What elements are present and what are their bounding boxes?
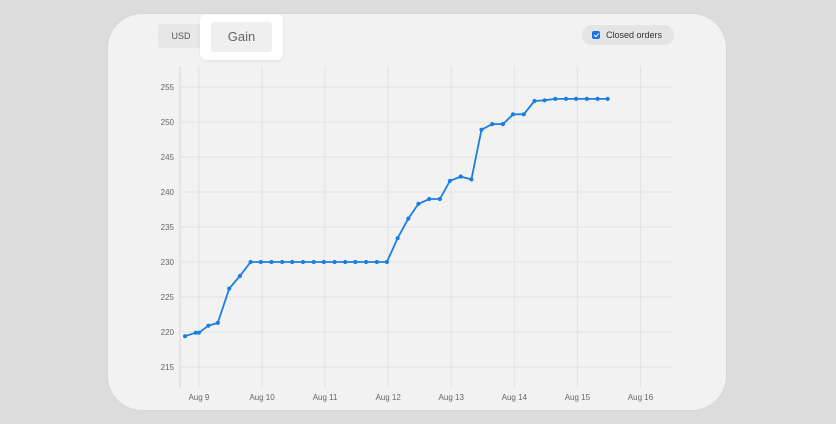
data-point[interactable] — [363, 259, 369, 265]
data-point[interactable] — [206, 323, 211, 328]
x-tick-label: Aug 12 — [375, 393, 401, 402]
y-tick-label: 235 — [161, 223, 175, 232]
tab-gain[interactable]: Gain — [211, 22, 272, 52]
data-point[interactable] — [182, 334, 188, 339]
tab-usd[interactable]: USD — [158, 24, 204, 48]
y-tick-label: 240 — [161, 188, 175, 197]
y-tick-label: 215 — [161, 363, 175, 372]
data-point[interactable] — [196, 330, 202, 335]
data-point[interactable] — [343, 259, 348, 265]
data-point[interactable] — [237, 273, 243, 279]
data-point[interactable] — [490, 122, 495, 127]
y-tick-label: 220 — [161, 328, 175, 337]
x-tick-label: Aug 15 — [565, 393, 591, 402]
data-point[interactable] — [605, 96, 610, 101]
data-point[interactable] — [269, 259, 274, 265]
x-tick-label: Aug 10 — [249, 393, 275, 402]
data-point[interactable] — [500, 122, 506, 127]
data-point[interactable] — [532, 98, 537, 104]
data-point[interactable] — [227, 286, 232, 291]
data-point[interactable] — [521, 112, 526, 117]
data-point[interactable] — [332, 259, 337, 265]
data-point[interactable] — [416, 201, 421, 206]
y-tick-label: 225 — [161, 293, 175, 302]
data-point[interactable] — [479, 127, 484, 132]
x-tick-label: Aug 16 — [628, 393, 654, 402]
data-point[interactable] — [300, 259, 306, 265]
data-point[interactable] — [542, 98, 547, 103]
x-tick-label: Aug 11 — [313, 393, 338, 402]
series-line — [184, 98, 608, 338]
y-tick-label: 255 — [161, 83, 175, 92]
x-tick-label: Aug 14 — [502, 393, 528, 402]
y-tick-label: 250 — [161, 118, 175, 127]
data-point[interactable] — [374, 259, 379, 265]
data-point[interactable] — [321, 259, 326, 265]
data-point[interactable] — [469, 177, 474, 182]
data-point[interactable] — [258, 259, 263, 265]
data-point[interactable] — [290, 259, 295, 265]
data-point[interactable] — [447, 178, 453, 183]
data-point[interactable] — [553, 96, 558, 101]
data-point[interactable] — [427, 196, 432, 202]
data-point[interactable] — [574, 96, 579, 101]
data-point[interactable] — [248, 259, 253, 265]
closed-orders-label: Closed orders — [606, 30, 663, 40]
data-point[interactable] — [437, 196, 442, 202]
chart-card — [108, 14, 726, 410]
data-point[interactable] — [353, 259, 358, 265]
data-point[interactable] — [510, 112, 516, 117]
data-point[interactable] — [193, 330, 198, 335]
data-point[interactable] — [595, 96, 600, 101]
y-tick-label: 230 — [161, 258, 175, 267]
data-point[interactable] — [563, 96, 569, 101]
checkbox-checked-icon[interactable] — [592, 31, 600, 39]
data-point[interactable] — [215, 320, 220, 325]
data-point[interactable] — [280, 259, 285, 265]
data-point[interactable] — [311, 259, 316, 265]
data-point[interactable] — [384, 259, 389, 265]
data-point[interactable] — [395, 236, 400, 241]
data-point[interactable] — [458, 174, 463, 179]
x-tick-label: Aug 13 — [439, 393, 465, 402]
closed-orders-toggle[interactable]: Closed orders — [582, 25, 674, 45]
x-tick-label: Aug 9 — [188, 393, 209, 402]
data-point[interactable] — [584, 96, 589, 101]
data-point[interactable] — [406, 216, 411, 221]
y-tick-label: 245 — [161, 153, 175, 162]
